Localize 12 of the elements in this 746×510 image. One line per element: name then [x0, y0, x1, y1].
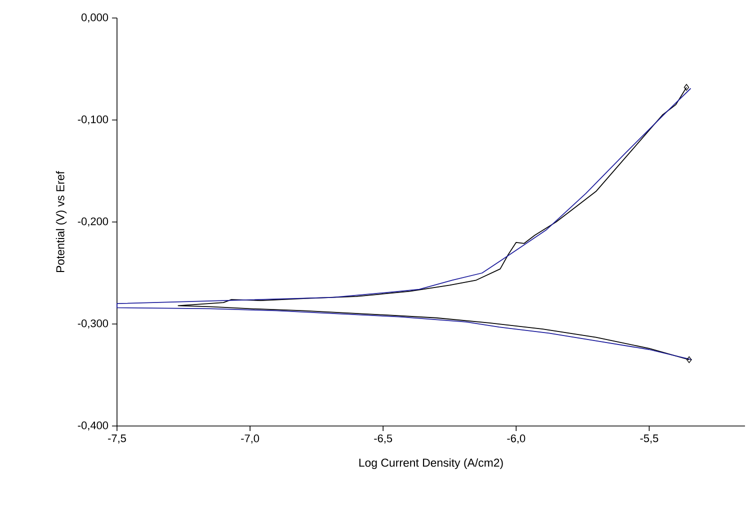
y-tick-label: 0,000 [81, 13, 108, 23]
x-tick-label: -6,5 [374, 434, 392, 444]
y-tick-label: -0,200 [78, 217, 108, 227]
x-axis-title: Log Current Density (A/cm2) [359, 458, 503, 470]
x-tick-label: -7,5 [108, 434, 126, 444]
y-tick-label: -0,100 [78, 115, 108, 125]
y-axis-title: Potential (V) vs Eref [56, 171, 67, 272]
y-tick-label: -0,300 [78, 319, 108, 329]
y-tick-label: -0,400 [78, 421, 108, 431]
x-tick-label: -5,5 [640, 434, 658, 444]
x-tick-label: -6,0 [507, 434, 526, 444]
x-tick-label: -7,0 [241, 434, 260, 444]
